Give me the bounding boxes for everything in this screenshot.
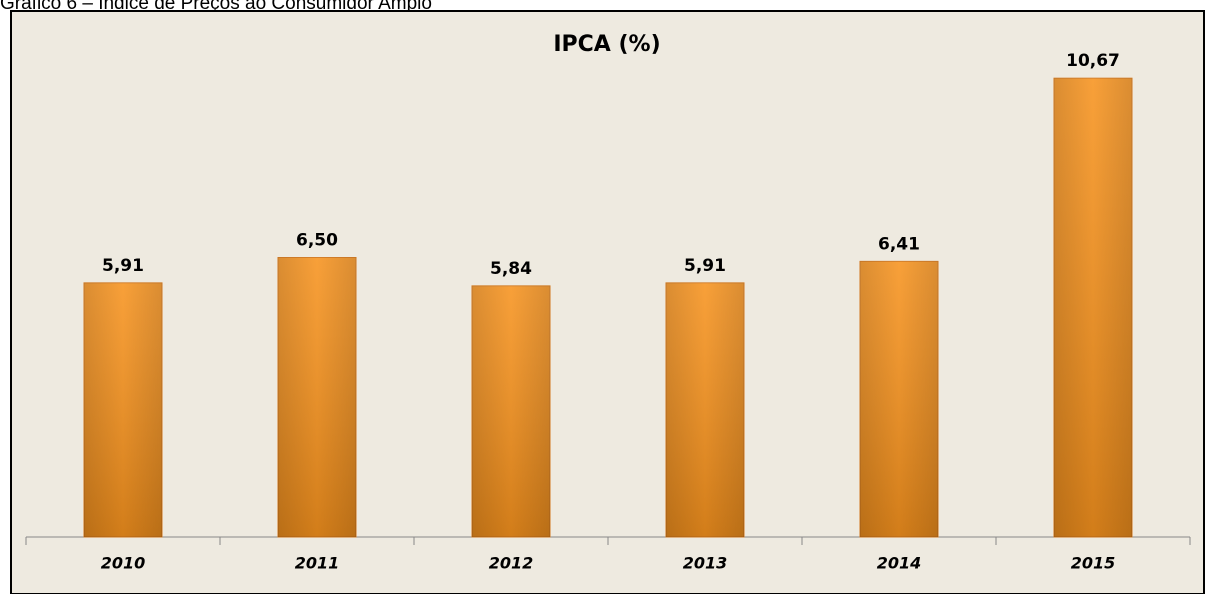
x-tick-label: 2011: [295, 554, 340, 573]
value-label: 6,50: [296, 231, 338, 251]
x-tick-label: 2015: [1071, 554, 1116, 573]
value-label: 5,91: [684, 256, 726, 276]
chart-title: IPCA (%): [553, 32, 660, 57]
bar-shade: [1054, 78, 1132, 537]
chart-frame: [10, 10, 1205, 594]
value-label: 5,84: [490, 259, 532, 279]
x-tick-label: 2014: [877, 554, 922, 573]
bar-shade: [860, 261, 938, 537]
bar-shade: [84, 282, 162, 537]
x-tick-label: 2013: [683, 554, 728, 573]
x-tick-label: 2010: [101, 554, 146, 573]
x-tick-label: 2012: [489, 554, 534, 573]
value-label: 6,41: [878, 234, 920, 254]
bar-shade: [666, 282, 744, 537]
bar-shade: [278, 257, 356, 537]
value-label: 5,91: [102, 256, 144, 276]
value-label: 10,67: [1066, 51, 1120, 71]
bar-shade: [472, 285, 550, 537]
